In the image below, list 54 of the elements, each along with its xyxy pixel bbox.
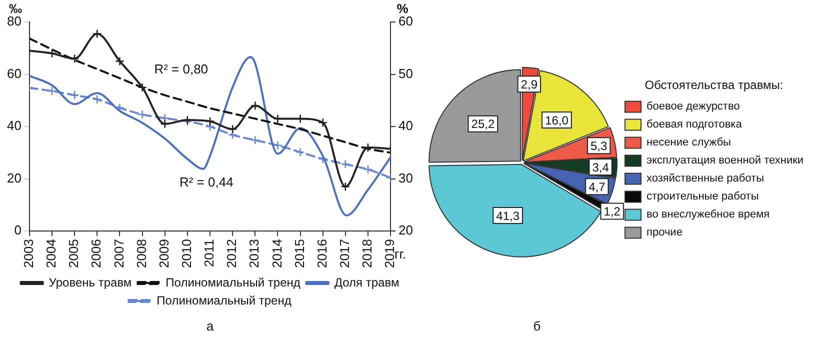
y2-axis-title: % xyxy=(396,1,409,16)
x-tick-label: 2007 xyxy=(111,239,126,268)
x-tick-label: 2011 xyxy=(202,239,217,268)
x-axis-title: гг. xyxy=(394,246,406,262)
x-tick-label: 2004 xyxy=(44,239,59,268)
y-tick-label: 20 xyxy=(6,170,22,186)
y2-tick-label: 40 xyxy=(398,118,414,134)
x-tick-label: 2008 xyxy=(134,239,149,268)
y2-tick-label: 50 xyxy=(398,66,414,81)
y-tick-label: 40 xyxy=(6,118,22,134)
legend-label: эксплуатация военной техники xyxy=(646,154,804,167)
y2-tick-label: 30 xyxy=(398,170,414,186)
y-axis-title: ‰ xyxy=(8,1,22,16)
legend-label: боевое дежурство xyxy=(646,100,740,113)
data-label: 5,3 xyxy=(590,138,608,153)
text: а xyxy=(206,318,214,334)
x-tick-label: 2005 xyxy=(66,239,82,268)
data-label: 2,9 xyxy=(520,77,538,92)
legend-label: Уровень травм xyxy=(48,275,132,290)
legend-label: прочие xyxy=(646,226,682,239)
legend-label: Доля травм xyxy=(334,275,400,290)
legend-title: Обстоятельства травмы: xyxy=(644,78,784,92)
x-tick-label: 2013 xyxy=(246,239,262,268)
legend-label: во внеслужебное время xyxy=(646,208,770,221)
x-tick-label: 2015 xyxy=(292,239,307,268)
x-tick-label: 2012 xyxy=(224,239,240,268)
data-label: 25,2 xyxy=(471,117,495,132)
legend-label: Полиномиальный тренд xyxy=(156,293,292,308)
legend-label: Полиномиальный тренд xyxy=(166,275,300,290)
x-tick-label: 2016 xyxy=(314,239,330,268)
x-tick-label: 2014 xyxy=(269,239,284,268)
x-tick-label: 2010 xyxy=(179,239,194,268)
data-label: 1,2 xyxy=(604,204,621,219)
y-tick-label: 80 xyxy=(6,14,22,29)
data-label: 41,3 xyxy=(496,208,520,223)
legend-label: боевая подготовка xyxy=(646,118,743,131)
data-label: 4,7 xyxy=(588,180,606,194)
legend-label: несение службы xyxy=(646,136,732,149)
x-tick-label: 2006 xyxy=(88,239,104,268)
data-label: 3,4 xyxy=(592,160,610,174)
x-tick-label: 2017 xyxy=(336,239,352,268)
annotation: R² = 0,80 xyxy=(154,62,208,77)
y2-tick-label: 60 xyxy=(398,14,414,29)
x-tick-label: 2018 xyxy=(360,239,375,268)
legend-label: строительные работы xyxy=(646,190,759,203)
y-tick-label: 0 xyxy=(14,222,22,238)
y-tick-label: 60 xyxy=(6,66,22,81)
annotation: R² = 0,44 xyxy=(179,174,234,190)
y2-tick-label: 20 xyxy=(398,222,414,238)
x-tick-label: 2003 xyxy=(21,239,36,268)
x-tick-label: 2009 xyxy=(156,239,172,268)
data-label: 16,0 xyxy=(545,113,569,128)
text: б xyxy=(533,318,541,334)
legend-label: хозяйственные работы xyxy=(646,172,764,185)
